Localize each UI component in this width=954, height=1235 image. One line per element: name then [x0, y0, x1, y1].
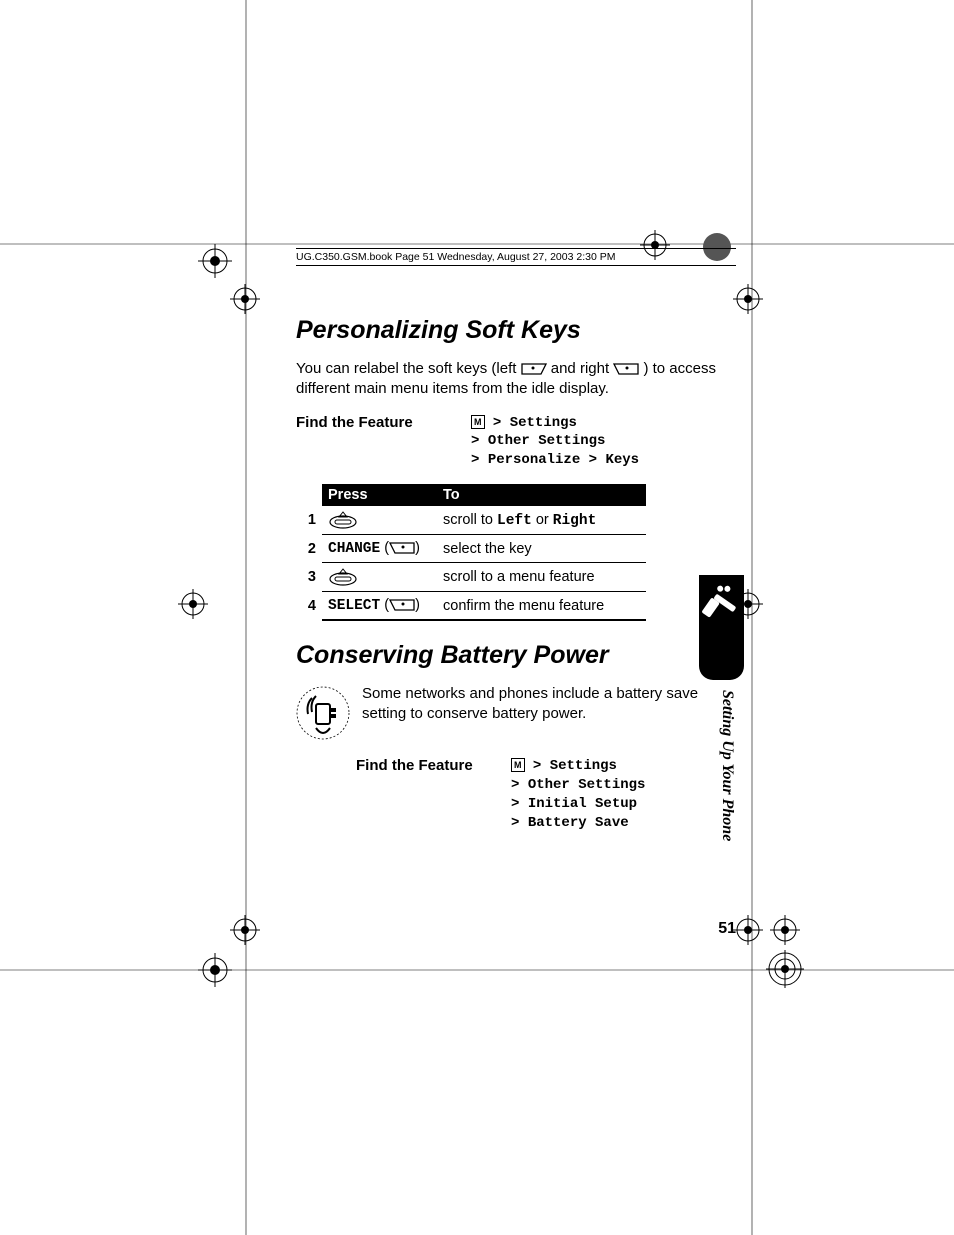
- to-cell: select the key: [437, 535, 646, 563]
- step-num: 1: [296, 506, 322, 535]
- menu-path-1: M > Settings > Other Settings > Personal…: [471, 414, 639, 471]
- page-number: 51: [718, 920, 736, 938]
- intro-battery: Some networks and phones include a batte…: [362, 684, 736, 747]
- reg-mark: [198, 244, 232, 278]
- find-feature-label: Find the Feature: [296, 414, 471, 471]
- reg-mark: [766, 950, 804, 988]
- intro-text: and right: [551, 360, 614, 377]
- menu-path-2: M > Settings > Other Settings > Initial …: [511, 757, 645, 833]
- find-feature-1: Find the Feature M > Settings > Other Se…: [296, 414, 736, 471]
- menu-key-icon: M: [471, 415, 485, 429]
- reg-mark: [178, 589, 208, 619]
- reg-mark: [230, 915, 260, 945]
- page-content: UG.C350.GSM.book Page 51 Wednesday, Augu…: [296, 248, 736, 847]
- find-feature-2: Find the Feature M > Settings > Other Se…: [356, 757, 736, 833]
- softkey-left-icon: [521, 363, 547, 375]
- press-cell: CHANGE (): [322, 535, 437, 563]
- table-row: 3 scroll to a menu feature: [296, 563, 646, 592]
- softkey-right-icon: [389, 599, 415, 611]
- col-to: To: [437, 484, 646, 506]
- nav-key-icon: [328, 568, 358, 586]
- to-cell: scroll to a menu feature: [437, 563, 646, 592]
- reg-mark: [230, 284, 260, 314]
- softkey-right-icon: [389, 542, 415, 554]
- to-cell: scroll to Left or Right: [437, 506, 646, 535]
- table-row: 2 CHANGE () select the key: [296, 535, 646, 563]
- reg-mark: [733, 284, 763, 314]
- intro-soft-keys: You can relabel the soft keys (left and …: [296, 359, 736, 400]
- nav-key-icon: [328, 511, 358, 529]
- menu-key-icon: M: [511, 758, 525, 772]
- step-num: 3: [296, 563, 322, 592]
- to-cell: confirm the menu feature: [437, 592, 646, 621]
- step-num: 2: [296, 535, 322, 563]
- reg-mark: [770, 915, 800, 945]
- reg-mark: [733, 915, 763, 945]
- table-row: 4 SELECT () confirm the menu feature: [296, 592, 646, 621]
- col-press: Press: [322, 484, 437, 506]
- heading-battery: Conserving Battery Power: [296, 641, 736, 670]
- press-cell: [322, 563, 437, 592]
- reg-mark: [198, 953, 232, 987]
- table-row: 1 scroll to Left or Right: [296, 506, 646, 535]
- intro-text: You can relabel the soft keys (left: [296, 360, 521, 377]
- heading-soft-keys: Personalizing Soft Keys: [296, 316, 736, 345]
- find-feature-label: Find the Feature: [356, 757, 511, 833]
- battery-section: Some networks and phones include a batte…: [296, 684, 736, 747]
- steps-table: Press To 1 scroll to Left or Right 2 CHA…: [296, 484, 646, 621]
- col-blank: [296, 484, 322, 506]
- print-header: UG.C350.GSM.book Page 51 Wednesday, Augu…: [296, 248, 736, 266]
- network-feature-icon: [296, 684, 350, 747]
- press-cell: SELECT (): [322, 592, 437, 621]
- press-cell: [322, 506, 437, 535]
- softkey-right-icon: [613, 363, 639, 375]
- step-num: 4: [296, 592, 322, 621]
